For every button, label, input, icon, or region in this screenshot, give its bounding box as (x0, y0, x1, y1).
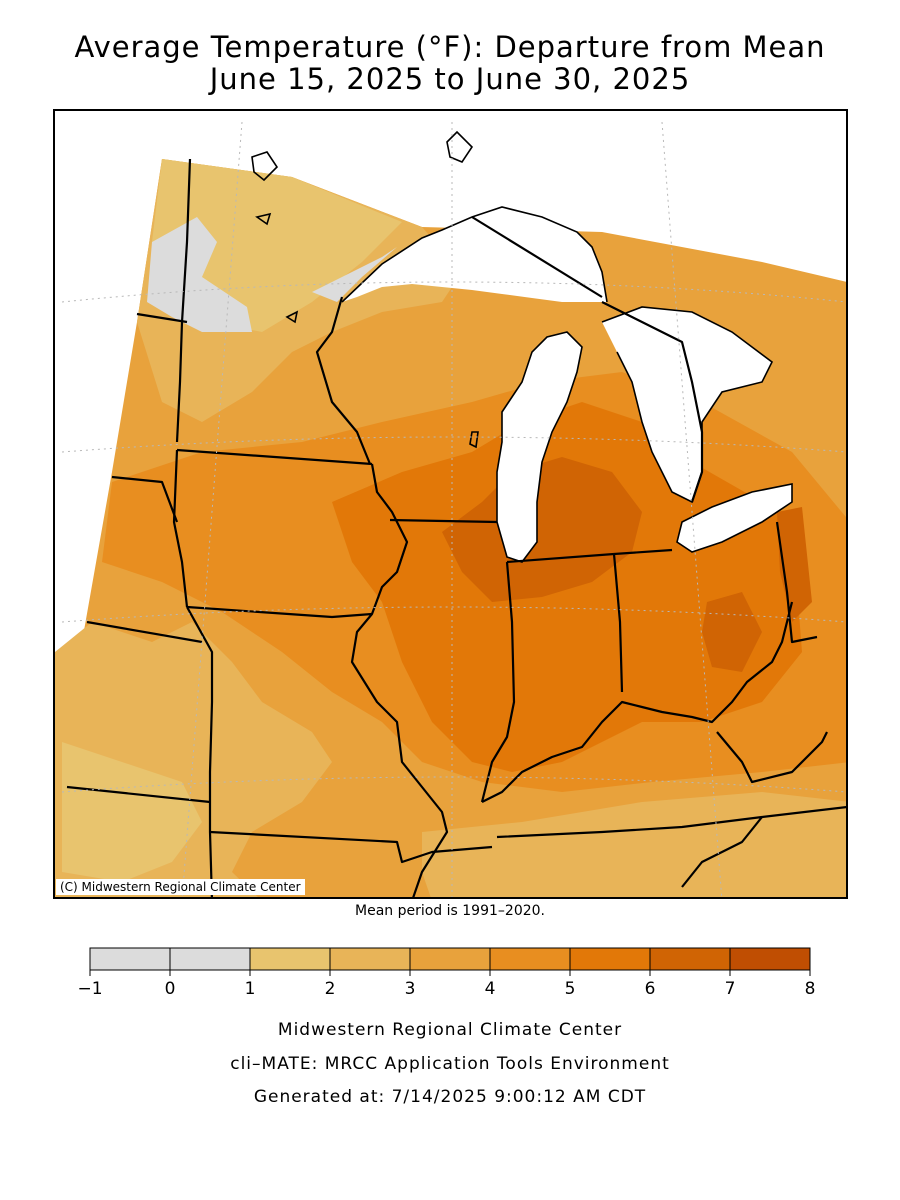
region-6-7-ohio (702, 592, 762, 672)
region-0-1-northwest (147, 217, 252, 332)
legend-tick-label: 0 (165, 979, 176, 999)
map-date-range: June 15, 2025 to June 30, 2025 (209, 62, 691, 96)
legend-tick-label: 6 (645, 979, 656, 999)
map-frame (53, 109, 848, 899)
map-svg (55, 121, 846, 897)
lake-huron (602, 307, 772, 502)
copyright-label: (C) Midwestern Regional Climate Center (56, 879, 305, 895)
region-0-1-arrowhead (312, 247, 397, 302)
footer-generated-time: Generated at: 7/14/2025 9:00:12 AM CDT (253, 1087, 647, 1107)
color-legend: −1 0 1 2 3 4 5 6 7 8 (77, 947, 816, 999)
legend-bin (169, 947, 251, 971)
lake-superior (342, 207, 607, 302)
legend-tick-label: 1 (245, 979, 256, 999)
legend-tick-label: 4 (485, 979, 496, 999)
map-title: Average Temperature (°F): Departure from… (74, 30, 826, 64)
legend-tick-label: 5 (565, 979, 576, 999)
state-borders (66, 158, 846, 897)
legend-tick-label: −1 (77, 979, 102, 999)
legend-bin (569, 947, 651, 971)
legend-bin (89, 947, 171, 971)
legend-tick-label: 3 (405, 979, 416, 999)
legend-bin (729, 947, 811, 971)
legend-bin (489, 947, 571, 971)
legend-tick-label: 2 (325, 979, 336, 999)
region-6-7-core (442, 457, 642, 602)
mean-period-note: Mean period is 1991–2020. (355, 903, 545, 919)
legend-tick-label: 8 (805, 979, 816, 999)
legend-bin (409, 947, 491, 971)
lake-outlines (251, 130, 793, 563)
legend-bin (249, 947, 331, 971)
lake-michigan (497, 332, 582, 562)
lake-erie (677, 484, 792, 552)
legend-bin (649, 947, 731, 971)
footer-organization: Midwestern Regional Climate Center (277, 1020, 623, 1040)
region-1-2-southwest (62, 742, 202, 882)
legend-tick-label: 7 (725, 979, 736, 999)
region-2-3-south (422, 792, 846, 897)
graticule (61, 121, 846, 897)
footer-application: cli–MATE: MRCC Application Tools Environ… (230, 1054, 670, 1074)
legend-bin (329, 947, 411, 971)
region-6-7-east (777, 507, 812, 622)
